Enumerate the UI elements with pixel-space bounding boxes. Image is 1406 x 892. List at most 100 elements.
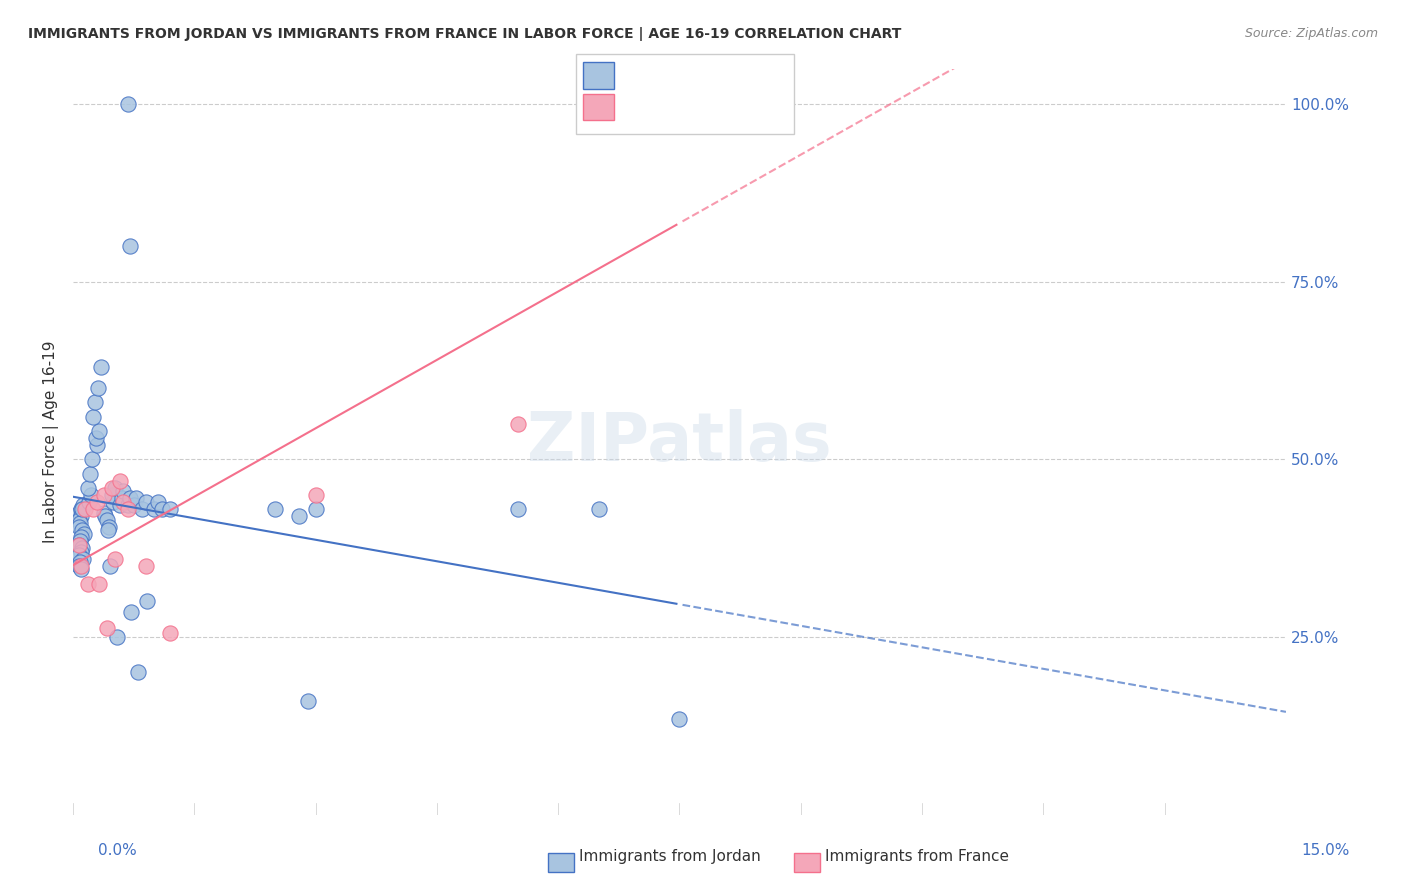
Text: N =: N = (710, 64, 744, 79)
Point (127, 665, 149, 680)
Point (69, 555, 91, 569)
Point (304, 488, 326, 502)
Text: 0.601: 0.601 (661, 95, 709, 111)
Point (506, 417, 529, 431)
Point (70, 562, 93, 576)
Point (79, 467, 101, 481)
Point (135, 558, 157, 573)
Point (101, 481, 124, 495)
Text: 67: 67 (741, 64, 762, 79)
Point (117, 502, 139, 516)
Point (69, 516, 91, 531)
Point (118, 239, 141, 253)
Point (103, 495, 125, 509)
Point (72, 499, 94, 513)
Point (135, 495, 157, 509)
Point (118, 491, 141, 506)
Point (588, 502, 610, 516)
Point (67, 520, 90, 534)
Point (107, 630, 129, 644)
Point (86, 438, 108, 452)
Point (101, 488, 124, 502)
Point (668, 712, 690, 726)
Point (125, 491, 148, 506)
Point (288, 509, 311, 524)
Point (69, 534, 91, 549)
Point (264, 502, 287, 516)
Point (97, 524, 120, 538)
Point (70, 541, 93, 555)
Text: N =: N = (710, 95, 744, 111)
Point (93, 506, 115, 520)
Point (69, 506, 91, 520)
Point (82, 409, 104, 424)
Point (76, 576, 98, 591)
Point (90, 359, 112, 374)
Y-axis label: In Labor Force | Age 16-19: In Labor Force | Age 16-19 (44, 340, 59, 543)
Point (72, 527, 94, 541)
Text: -0.021: -0.021 (661, 64, 716, 79)
Text: 19: 19 (741, 95, 762, 111)
Text: ZIPatlas: ZIPatlas (527, 409, 832, 475)
Point (506, 502, 529, 516)
Point (72, 551, 94, 566)
Point (77, 495, 100, 509)
Point (110, 491, 132, 506)
Point (112, 484, 135, 499)
Point (70, 502, 93, 516)
Point (77, 481, 100, 495)
Point (82, 502, 104, 516)
Point (86, 495, 108, 509)
Point (87, 381, 110, 395)
Point (142, 502, 165, 516)
Point (67, 548, 90, 562)
Point (69, 513, 91, 527)
Text: R =: R = (623, 64, 657, 79)
Point (131, 502, 153, 516)
Point (122, 499, 145, 513)
Point (69, 537, 91, 551)
Point (84, 431, 107, 445)
Point (83, 395, 105, 409)
Text: Source: ZipAtlas.com: Source: ZipAtlas.com (1244, 27, 1378, 40)
Point (150, 502, 173, 516)
Point (69, 558, 91, 573)
Text: R =: R = (623, 95, 657, 111)
Point (104, 551, 127, 566)
Point (159, 502, 181, 516)
Point (104, 481, 127, 495)
Point (70, 502, 93, 516)
Point (70, 524, 93, 538)
Point (70, 558, 93, 573)
Text: IMMIGRANTS FROM JORDAN VS IMMIGRANTS FROM FRANCE IN LABOR FORCE | AGE 16-19 CORR: IMMIGRANTS FROM JORDAN VS IMMIGRANTS FRO… (28, 27, 901, 41)
Point (70, 531, 93, 545)
Point (108, 499, 131, 513)
Point (304, 502, 326, 516)
Point (112, 495, 135, 509)
Point (80, 452, 103, 467)
Point (93, 488, 115, 502)
Point (69, 537, 91, 551)
Point (297, 694, 319, 708)
Point (87, 424, 110, 438)
Text: 0.0%: 0.0% (98, 843, 138, 858)
Point (80, 488, 103, 502)
Point (98, 558, 121, 573)
Point (120, 605, 142, 619)
Point (94, 509, 117, 524)
Text: Immigrants from France: Immigrants from France (825, 849, 1010, 864)
Point (96, 621, 118, 635)
Point (87, 576, 110, 591)
Point (136, 594, 159, 608)
Point (70, 544, 93, 558)
Point (117, 499, 139, 513)
Point (146, 495, 169, 509)
Point (668, 97, 690, 112)
Point (75, 502, 97, 516)
Text: Immigrants from Jordan: Immigrants from Jordan (579, 849, 761, 864)
Point (159, 626, 181, 640)
Point (98, 520, 121, 534)
Point (117, 97, 139, 112)
Point (70, 509, 93, 524)
Text: 15.0%: 15.0% (1302, 843, 1350, 858)
